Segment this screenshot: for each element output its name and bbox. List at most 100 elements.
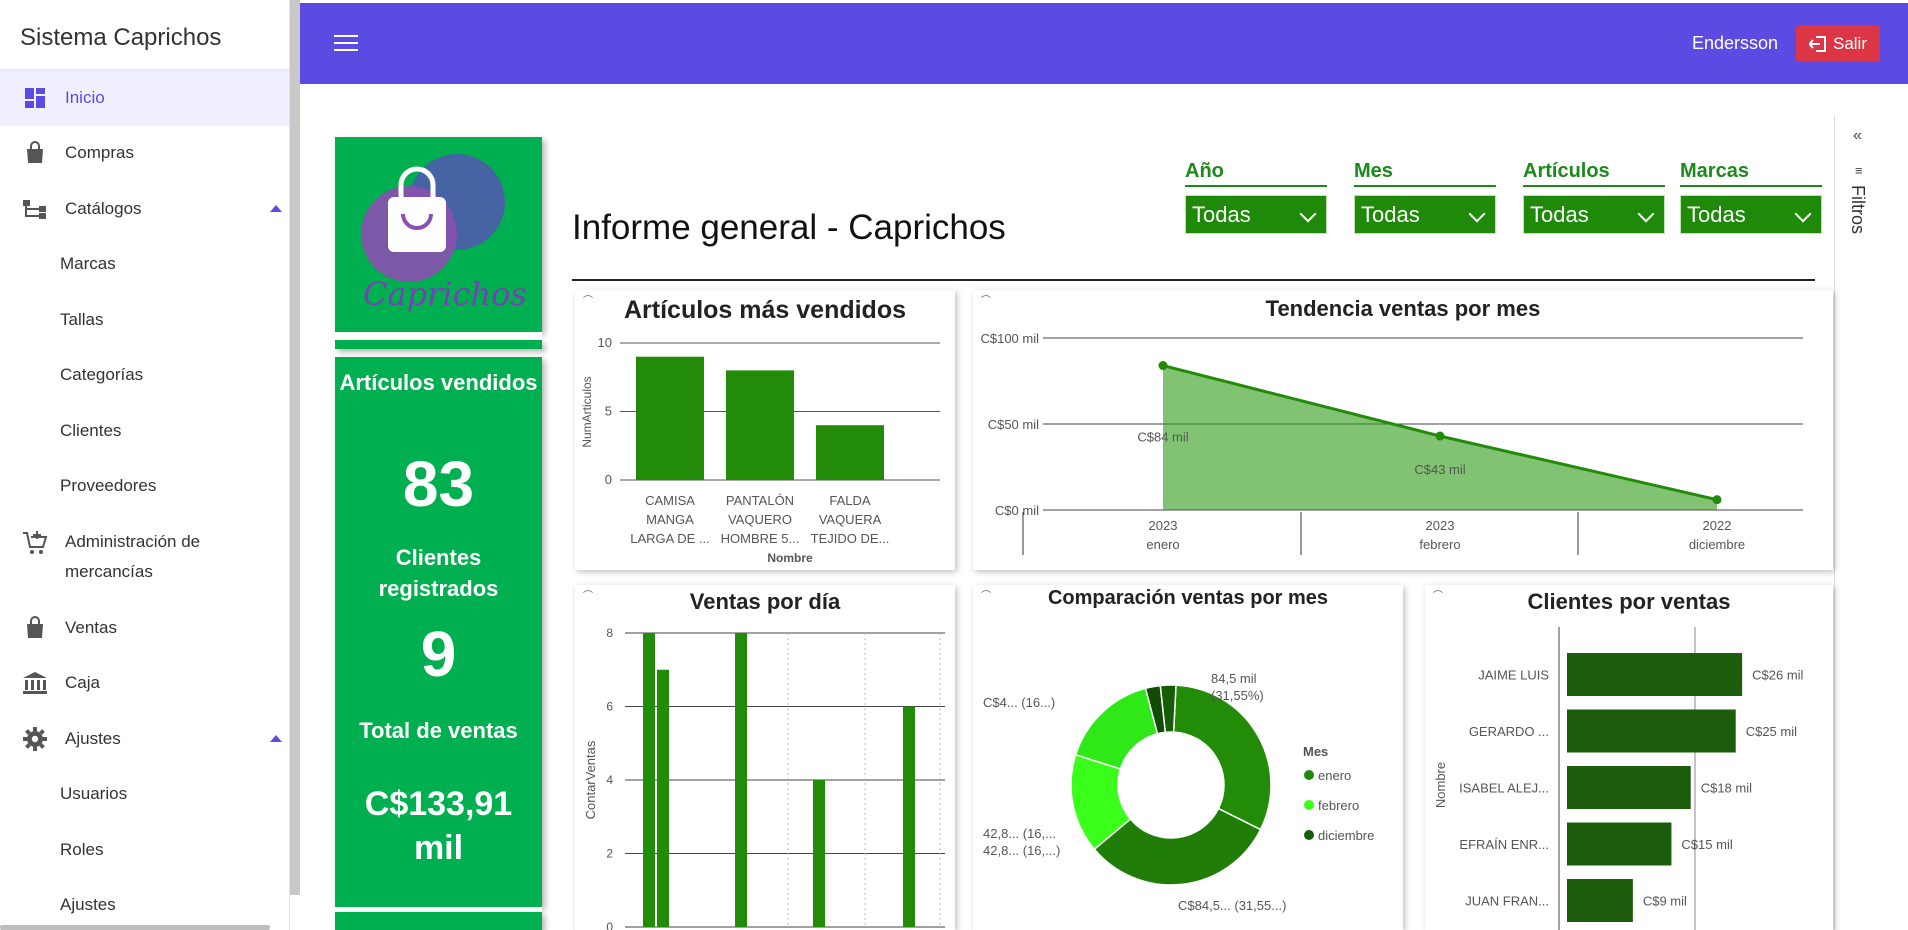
chart-title: Tendencia ventas por mes [1265,296,1541,321]
slicer-value: Todas [1192,201,1251,227]
bar [816,425,884,480]
bar-chart-svg: 0 5 10 CAMISA MANGA LARGA DE ... PANTALÓN VAQUE… [580,335,940,565]
slicer-label: Año [1185,160,1327,187]
kpi-spacer [335,340,542,349]
sidebar-item-ventas[interactable]: Ventas [0,600,289,656]
chart-ventas-por-dia[interactable]: ⌒ Ventas por día 0 2 4 6 8 ContarVentas [575,585,955,930]
y-tick-label: ISABEL ALEJ... [1459,781,1549,796]
data-label: C$15 mil [1681,837,1732,852]
y-tick-label: 4 [606,773,613,787]
slicer-dropdown-anio[interactable]: Todas [1185,195,1327,234]
slicer-dropdown-marcas[interactable]: Todas [1680,195,1822,234]
sidebar-horizontal-scrollbar[interactable] [0,925,270,930]
brand-title: Sistema Caprichos [0,0,289,70]
collapse-chevron-icon[interactable]: « [1853,127,1862,144]
chevron-down-icon [1794,205,1812,223]
slicer-value: Todas [1530,201,1589,227]
sidebar-item-label: Ajustes [65,728,121,748]
logout-button[interactable]: Salir [1796,25,1880,62]
sidebar-item-compras[interactable]: Compras [0,126,289,182]
sidebar-item-catalogos[interactable]: Catálogos [0,181,289,237]
shopping-bag-logo-icon [361,154,505,282]
legend-label: enero [1318,768,1351,783]
filters-label: Filtros [1848,185,1868,234]
resize-icon: ⌒ [583,591,593,602]
x-tick-month: diciembre [1689,537,1745,552]
slicer-dropdown-articulos[interactable]: Todas [1523,195,1665,234]
y-axis-title: NumArticulos [580,376,594,447]
bank-icon [22,670,48,696]
x-tick-year: 2023 [1426,518,1455,533]
filters-pane[interactable]: « ≡ Filtros [1834,115,1908,930]
sidebar-item-label: Ventas [65,617,117,637]
x-axis-title: Nombre [767,551,813,565]
donut-slice [1172,684,1272,831]
gear-icon [22,726,48,752]
data-point [1158,361,1168,371]
legend-title: Mes [1303,744,1328,759]
hamburger-menu-icon[interactable] [334,35,358,53]
sidebar-item-ajustes-sub[interactable]: Ajustes [0,878,289,930]
x-tick-label: CAMISA [645,493,695,508]
sidebar-item-label: Usuarios [60,784,128,804]
slicer-label: Marcas [1680,160,1822,187]
y-tick-label: 2 [606,847,613,861]
slicer-label: Artículos [1523,160,1665,187]
sidebar-item-ajustes[interactable]: Ajustes [0,711,289,767]
sidebar-item-inicio[interactable]: Inicio [0,70,289,126]
logo-wordmark: Caprichos [363,275,527,313]
filter-icon: ≡ [1855,163,1863,178]
kpi-clients-value: 9 [420,618,457,690]
x-tick-label: FALDA [829,493,871,508]
x-tick-month: enero [1146,537,1179,552]
chart-comparacion-ventas[interactable]: ⌒ Comparación ventas por mes 84,5 mil (31… [973,585,1403,930]
slicer-mes: Mes Todas [1354,160,1496,234]
sidebar-item-caja[interactable]: Caja [0,656,289,712]
donut-slice [1074,687,1159,770]
sidebar-scrollbar[interactable] [290,0,300,895]
slicer-dropdown-mes[interactable]: Todas [1354,195,1496,234]
x-tick-label: TEJIDO DE... [811,531,890,546]
sidebar-item-proveedores[interactable]: Proveedores [0,459,289,515]
legend-marker [1304,800,1314,810]
sidebar-item-tallas[interactable]: Tallas [0,292,289,348]
sidebar-item-clientes[interactable]: Clientes [0,403,289,459]
hbar-chart-svg: JAIME LUIS C$26 mil GERARDO ... C$25 mil ISA… [1433,627,1804,930]
chart-articulos-mas-vendidos[interactable]: ⌒ Artículos más vendidos 0 5 10 CAMISA MANGA… [575,290,955,570]
chevron-up-icon [270,735,282,743]
y-tick-label: 0 [605,472,612,487]
y-tick-label: C$50 mil [988,417,1039,432]
kpi-panel: Artículos vendidos 83 Clientes registrad… [335,357,542,907]
data-point [1435,431,1445,441]
y-tick-label: 8 [606,626,613,640]
area-chart-svg: C$0 mil C$50 mil C$100 mil C$84 mil 2023 ener… [980,331,1803,555]
y-axis-title: Nombre [1433,762,1448,808]
chart-clientes-por-ventas[interactable]: ⌒ Clientes por ventas JAIME LUIS C$26 mil… [1425,585,1833,930]
chevron-down-icon [1299,205,1317,223]
bar [636,356,704,480]
sidebar-nav: Inicio Compras Catálogos Marcas Tallas C… [0,70,289,930]
kpi-sales-value: C$133,91 mil [364,785,513,867]
dashboard-icon [22,85,48,111]
slicer-anio: Año Todas [1185,160,1327,234]
bar [1567,822,1672,866]
chart-tendencia-ventas[interactable]: ⌒ Tendencia ventas por mes C$0 mil C$50 m… [973,290,1833,570]
sidebar-item-marcas[interactable]: Marcas [0,237,289,293]
donut-slice [1159,684,1177,734]
bag-icon [22,140,48,166]
data-point [1712,495,1722,505]
sidebar-item-administracion[interactable]: Administración de mercancías [0,514,289,600]
resize-icon: ⌒ [583,296,593,307]
data-label: C$84 mil [1137,430,1188,445]
y-tick-label: GERARDO ... [1469,724,1549,739]
data-label: C$4... (16...) [983,695,1055,710]
sidebar-item-roles[interactable]: Roles [0,822,289,878]
bar [657,669,669,927]
sidebar-item-usuarios[interactable]: Usuarios [0,767,289,823]
bar [1567,709,1736,753]
x-tick-label: MANGA [646,512,694,527]
report-title: Informe general - Caprichos [572,208,1006,247]
sidebar-item-label: Categorías [60,365,144,385]
top-navbar: Endersson Salir [300,3,1908,84]
sidebar-item-categorias[interactable]: Categorías [0,348,289,404]
